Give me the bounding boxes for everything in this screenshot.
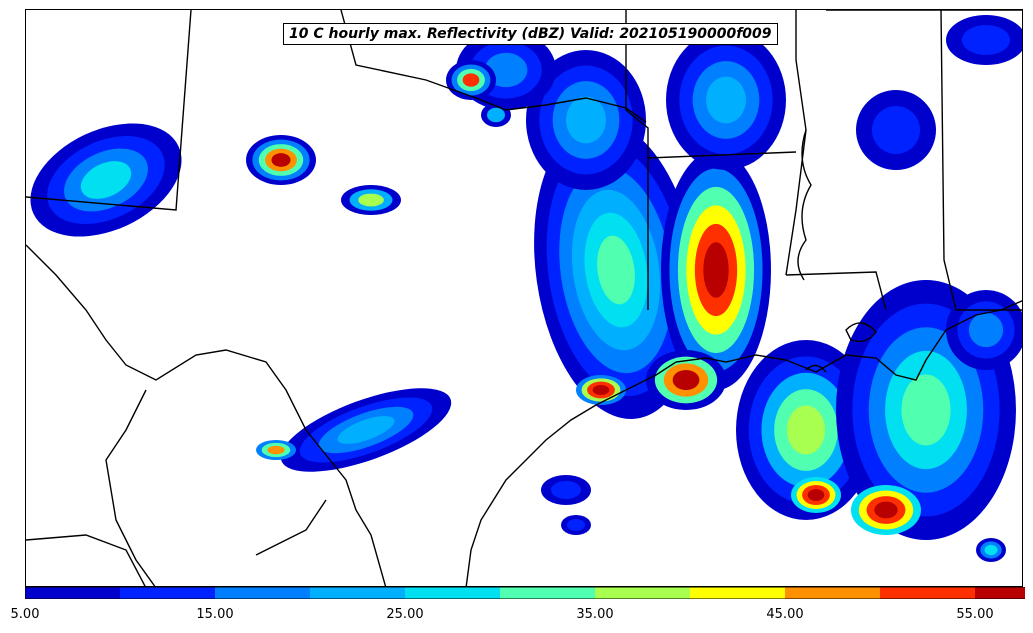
- reflectivity-cell: [706, 76, 746, 124]
- state-border: [785, 271, 887, 311]
- state-border: [340, 10, 647, 123]
- reflectivity-cell: [337, 416, 395, 444]
- reflectivity-cell: [901, 374, 951, 446]
- colorbar-tick-label: 55.00: [956, 607, 994, 622]
- colorbar-segment: [975, 587, 1025, 599]
- colorbar: [25, 587, 1025, 599]
- colorbar-segment: [690, 587, 785, 599]
- reflectivity-cell: [962, 25, 1010, 55]
- state-border: [625, 10, 649, 310]
- coastline: [845, 322, 877, 343]
- reflectivity-cell: [462, 73, 480, 87]
- reflectivity-cell: [551, 481, 581, 499]
- reflectivity-cell: [968, 312, 1004, 348]
- reflectivity-cell: [80, 161, 132, 199]
- reflectivity-cell: [874, 501, 898, 519]
- state-border: [26, 534, 146, 586]
- colorbar-tick-label: 5.00: [10, 607, 40, 622]
- reflectivity-cell: [984, 544, 998, 556]
- river: [797, 129, 812, 281]
- map-boundaries: [26, 10, 1022, 586]
- colorbar-segment: [310, 587, 405, 599]
- reflectivity-map: [26, 10, 1022, 586]
- coastline: [465, 300, 1022, 586]
- colorbar-segment: [215, 587, 310, 599]
- state-border: [255, 499, 327, 556]
- reflectivity-cell: [872, 106, 920, 154]
- reflectivity-cell: [487, 107, 505, 123]
- reflectivity-cell: [786, 405, 826, 455]
- map-panel: 10 C hourly max. Reflectivity (dBZ) Vali…: [25, 9, 1023, 587]
- coastline: [805, 364, 827, 373]
- reflectivity-cell: [672, 370, 700, 390]
- colorbar-tick-label: 15.00: [196, 607, 234, 622]
- reflectivity-cell: [567, 519, 585, 531]
- colorbar-segment: [120, 587, 215, 599]
- colorbar-tick-label: 35.00: [576, 607, 614, 622]
- colorbar-segment: [785, 587, 880, 599]
- colorbar-segment: [25, 587, 120, 599]
- state-border: [26, 10, 192, 211]
- reflectivity-shading: [30, 15, 1022, 562]
- reflectivity-cell: [267, 445, 285, 455]
- colorbar-tick-label: 45.00: [766, 607, 804, 622]
- reflectivity-cell: [807, 489, 825, 501]
- reflectivity-cell: [703, 242, 729, 298]
- colorbar-tick-label: 25.00: [386, 607, 424, 622]
- map-title: 10 C hourly max. Reflectivity (dBZ) Vali…: [283, 23, 778, 45]
- state-border: [940, 10, 957, 311]
- colorbar-segment: [500, 587, 595, 599]
- state-border: [105, 389, 156, 586]
- colorbar-segment: [405, 587, 500, 599]
- reflectivity-cell: [566, 96, 606, 144]
- international-border: [26, 244, 387, 586]
- reflectivity-cell: [597, 235, 635, 305]
- reflectivity-cell: [358, 193, 384, 207]
- colorbar-segment: [880, 587, 975, 599]
- reflectivity-cell: [592, 385, 610, 395]
- reflectivity-cell: [271, 153, 291, 167]
- colorbar-segment: [595, 587, 690, 599]
- state-border: [647, 151, 797, 159]
